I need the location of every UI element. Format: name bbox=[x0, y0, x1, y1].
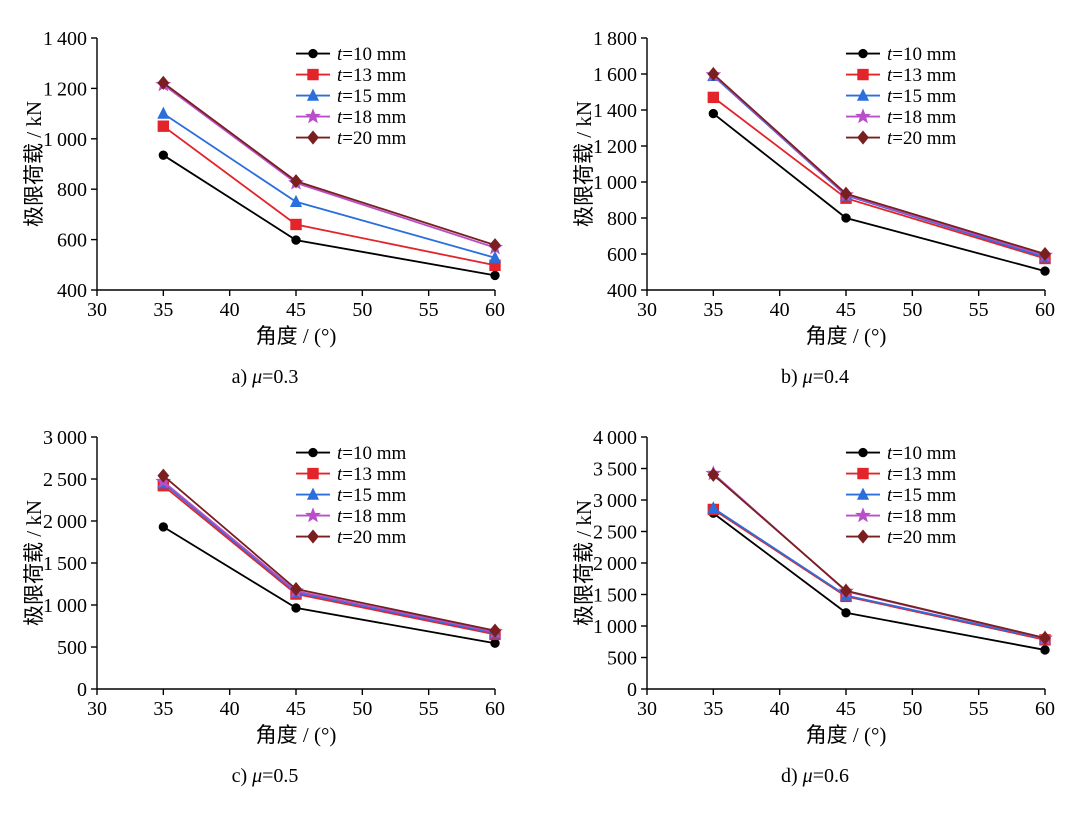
panel-d: 30 35 40 45 50 55 60 0 500 1 000 1 500 2 000 2 500 3 … bbox=[560, 419, 1070, 788]
legend-item-t18: t=18 mm bbox=[887, 107, 957, 128]
svg-text:800: 800 bbox=[57, 179, 87, 201]
panel-caption-b: b) μ=0.4 bbox=[781, 366, 849, 389]
panel-caption-c: c) μ=0.5 bbox=[232, 765, 299, 788]
svg-text:3 500: 3 500 bbox=[593, 459, 637, 481]
svg-text:40: 40 bbox=[220, 299, 240, 321]
svg-text:1 000: 1 000 bbox=[593, 172, 637, 194]
svg-text:60: 60 bbox=[485, 299, 505, 321]
legend-item-t13: t=13 mm bbox=[887, 65, 957, 86]
legend-item-t18: t=18 mm bbox=[887, 506, 957, 527]
svg-text:50: 50 bbox=[902, 698, 922, 720]
svg-text:1 500: 1 500 bbox=[43, 553, 87, 575]
chart-c: 30 35 40 45 50 55 60 0 500 1 000 1 500 2 000 2 500 3 … bbox=[15, 419, 515, 759]
legend-item-t20: t=20 mm bbox=[887, 128, 957, 149]
legend-item-t18: t=18 mm bbox=[337, 506, 407, 527]
panel-c: 30 35 40 45 50 55 60 0 500 1 000 1 500 2 000 2 500 3 … bbox=[10, 419, 520, 788]
svg-text:4 000: 4 000 bbox=[593, 427, 637, 449]
svg-text:50: 50 bbox=[352, 299, 372, 321]
svg-text:1 800: 1 800 bbox=[593, 28, 637, 50]
svg-text:600: 600 bbox=[57, 230, 87, 252]
svg-text:1 400: 1 400 bbox=[43, 28, 87, 50]
svg-text:1 000: 1 000 bbox=[593, 616, 637, 638]
legend-item-t15: t=15 mm bbox=[337, 86, 407, 107]
svg-text:55: 55 bbox=[419, 698, 439, 720]
x-axis-label: 角度 / (°) bbox=[256, 324, 337, 348]
svg-text:1 400: 1 400 bbox=[593, 100, 637, 122]
svg-text:60: 60 bbox=[1035, 299, 1055, 321]
svg-text:1 200: 1 200 bbox=[43, 78, 87, 100]
y-axis-label: 极限荷载 / kN bbox=[572, 101, 596, 227]
svg-text:45: 45 bbox=[836, 299, 856, 321]
svg-text:3 000: 3 000 bbox=[43, 427, 87, 449]
svg-text:2 500: 2 500 bbox=[593, 522, 637, 544]
x-axis-label: 角度 / (°) bbox=[806, 723, 887, 747]
svg-text:3 000: 3 000 bbox=[593, 490, 637, 512]
chart-b: 30 35 40 45 50 55 60 400 600 800 1 000 1 200 1 400 1 … bbox=[565, 20, 1065, 360]
svg-text:55: 55 bbox=[969, 299, 989, 321]
svg-text:1 200: 1 200 bbox=[593, 136, 637, 158]
svg-text:45: 45 bbox=[286, 299, 306, 321]
x-axis-label: 角度 / (°) bbox=[256, 723, 337, 747]
chart-d: 30 35 40 45 50 55 60 0 500 1 000 1 500 2 000 2 500 3 … bbox=[565, 419, 1065, 759]
svg-text:40: 40 bbox=[770, 299, 790, 321]
svg-text:60: 60 bbox=[1035, 698, 1055, 720]
svg-text:2 000: 2 000 bbox=[593, 553, 637, 575]
svg-text:50: 50 bbox=[902, 299, 922, 321]
svg-text:60: 60 bbox=[485, 698, 505, 720]
svg-text:50: 50 bbox=[352, 698, 372, 720]
legend-item-t15: t=15 mm bbox=[887, 485, 957, 506]
legend-item-t10: t=10 mm bbox=[337, 44, 407, 65]
x-axis-label: 角度 / (°) bbox=[806, 324, 887, 348]
svg-text:30: 30 bbox=[87, 299, 107, 321]
svg-text:30: 30 bbox=[87, 698, 107, 720]
chart-a: 30 35 40 45 50 55 60 400 600 800 1 000 1 200 1 400 角度… bbox=[15, 20, 515, 360]
y-axis-label: 极限荷载 / kN bbox=[572, 500, 596, 626]
svg-text:500: 500 bbox=[57, 637, 87, 659]
svg-text:30: 30 bbox=[637, 698, 657, 720]
legend-item-t20: t=20 mm bbox=[337, 527, 407, 548]
y-axis-label: 极限荷载 / kN bbox=[22, 500, 46, 626]
svg-text:35: 35 bbox=[703, 698, 723, 720]
svg-text:400: 400 bbox=[57, 280, 87, 302]
svg-text:0: 0 bbox=[627, 679, 637, 701]
panel-caption-a: a) μ=0.3 bbox=[232, 366, 299, 389]
svg-text:2 000: 2 000 bbox=[43, 511, 87, 533]
svg-text:1 600: 1 600 bbox=[593, 64, 637, 86]
svg-text:35: 35 bbox=[153, 299, 173, 321]
legend-item-t18: t=18 mm bbox=[337, 107, 407, 128]
svg-text:500: 500 bbox=[607, 648, 637, 670]
svg-text:55: 55 bbox=[419, 299, 439, 321]
legend-item-t10: t=10 mm bbox=[337, 443, 407, 464]
svg-text:55: 55 bbox=[969, 698, 989, 720]
svg-text:35: 35 bbox=[153, 698, 173, 720]
panel-b: 30 35 40 45 50 55 60 400 600 800 1 000 1 200 1 400 1 … bbox=[560, 20, 1070, 389]
legend-item-t20: t=20 mm bbox=[887, 527, 957, 548]
svg-text:30: 30 bbox=[637, 299, 657, 321]
svg-text:35: 35 bbox=[703, 299, 723, 321]
panel-caption-d: d) μ=0.6 bbox=[781, 765, 849, 788]
svg-text:400: 400 bbox=[607, 280, 637, 302]
legend-item-t10: t=10 mm bbox=[887, 443, 957, 464]
legend-item-t13: t=13 mm bbox=[337, 65, 407, 86]
svg-text:800: 800 bbox=[607, 208, 637, 230]
svg-text:45: 45 bbox=[286, 698, 306, 720]
svg-text:40: 40 bbox=[220, 698, 240, 720]
legend-item-t13: t=13 mm bbox=[337, 464, 407, 485]
legend-item-t13: t=13 mm bbox=[887, 464, 957, 485]
svg-text:1 500: 1 500 bbox=[593, 585, 637, 607]
legend-item-t15: t=15 mm bbox=[337, 485, 407, 506]
svg-text:40: 40 bbox=[770, 698, 790, 720]
svg-text:1 000: 1 000 bbox=[43, 595, 87, 617]
legend-item-t20: t=20 mm bbox=[337, 128, 407, 149]
svg-text:1 000: 1 000 bbox=[43, 129, 87, 151]
svg-text:2 500: 2 500 bbox=[43, 469, 87, 491]
y-axis-label: 极限荷载 / kN bbox=[22, 101, 46, 227]
svg-text:45: 45 bbox=[836, 698, 856, 720]
svg-text:600: 600 bbox=[607, 244, 637, 266]
legend-item-t10: t=10 mm bbox=[887, 44, 957, 65]
legend-item-t15: t=15 mm bbox=[887, 86, 957, 107]
svg-text:0: 0 bbox=[77, 679, 87, 701]
panel-a: 30 35 40 45 50 55 60 400 600 800 1 000 1 200 1 400 角度… bbox=[10, 20, 520, 389]
